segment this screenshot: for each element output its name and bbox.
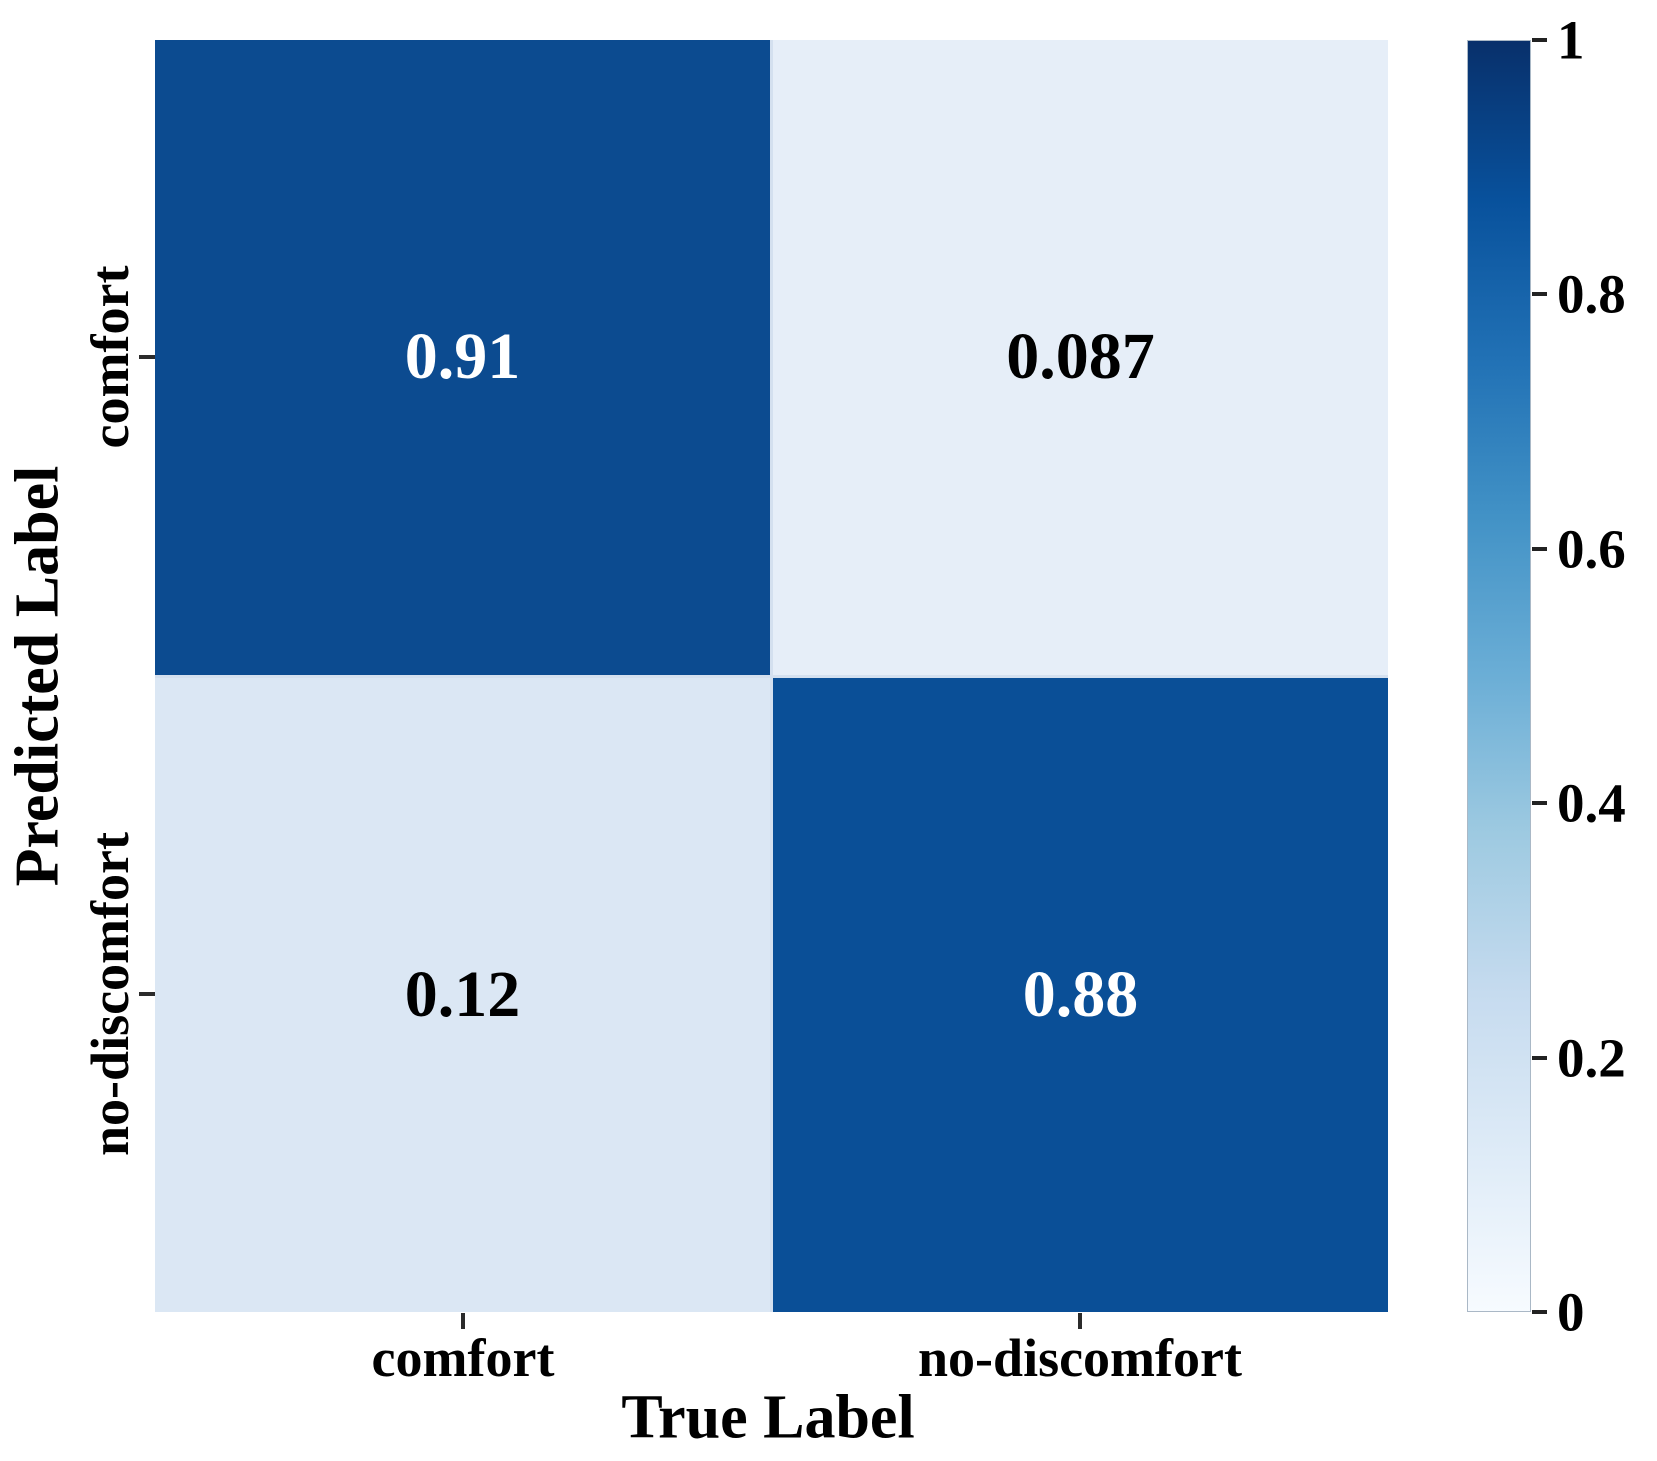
y-axis-title: Predicted Label	[3, 465, 72, 887]
confusion-matrix: 0.91 0.087 0.12 0.88	[155, 40, 1388, 1312]
cell-value: 0.88	[1022, 957, 1139, 1031]
matrix-cell-r1c1: 0.88	[773, 677, 1388, 1312]
cell-value: 0.91	[404, 320, 521, 394]
matrix-cell-r0c1: 0.087	[773, 40, 1388, 675]
cell-value: 0.12	[404, 957, 521, 1031]
x-tick-label-no-discomfort: no-discomfort	[918, 1328, 1242, 1388]
colorbar-tick-mark	[1532, 801, 1547, 806]
colorbar-tick-mark	[1532, 1055, 1547, 1060]
colorbar-tick-mark	[1532, 38, 1547, 42]
y-tick-label-comfort: comfort	[80, 265, 140, 449]
y-tick-label-no-discomfort: no-discomfort	[80, 832, 140, 1156]
colorbar-tick-label: 0.2	[1557, 1027, 1626, 1089]
colorbar-tick-label: 0.6	[1557, 518, 1626, 580]
y-tick-mark	[139, 355, 155, 359]
colorbar-tick-mark	[1532, 1310, 1547, 1314]
x-tick-mark	[461, 1313, 465, 1329]
matrix-cell-r1c0: 0.12	[155, 677, 770, 1312]
x-tick-label-comfort: comfort	[371, 1328, 555, 1388]
matrix-cell-r0c0: 0.91	[155, 40, 770, 675]
x-tick-mark	[1078, 1313, 1082, 1329]
colorbar-tick-mark	[1532, 292, 1547, 297]
y-tick-mark	[139, 992, 155, 996]
cell-value: 0.087	[1006, 320, 1155, 394]
x-axis-title: True Label	[621, 1383, 915, 1452]
colorbar-tick-label: 1	[1557, 9, 1585, 71]
colorbar-tick-label: 0.8	[1557, 263, 1626, 325]
colorbar-tick-label: 0	[1557, 1281, 1585, 1343]
colorbar	[1467, 40, 1531, 1312]
colorbar-tick-label: 0.4	[1557, 772, 1626, 834]
colorbar-tick-mark	[1532, 546, 1547, 551]
